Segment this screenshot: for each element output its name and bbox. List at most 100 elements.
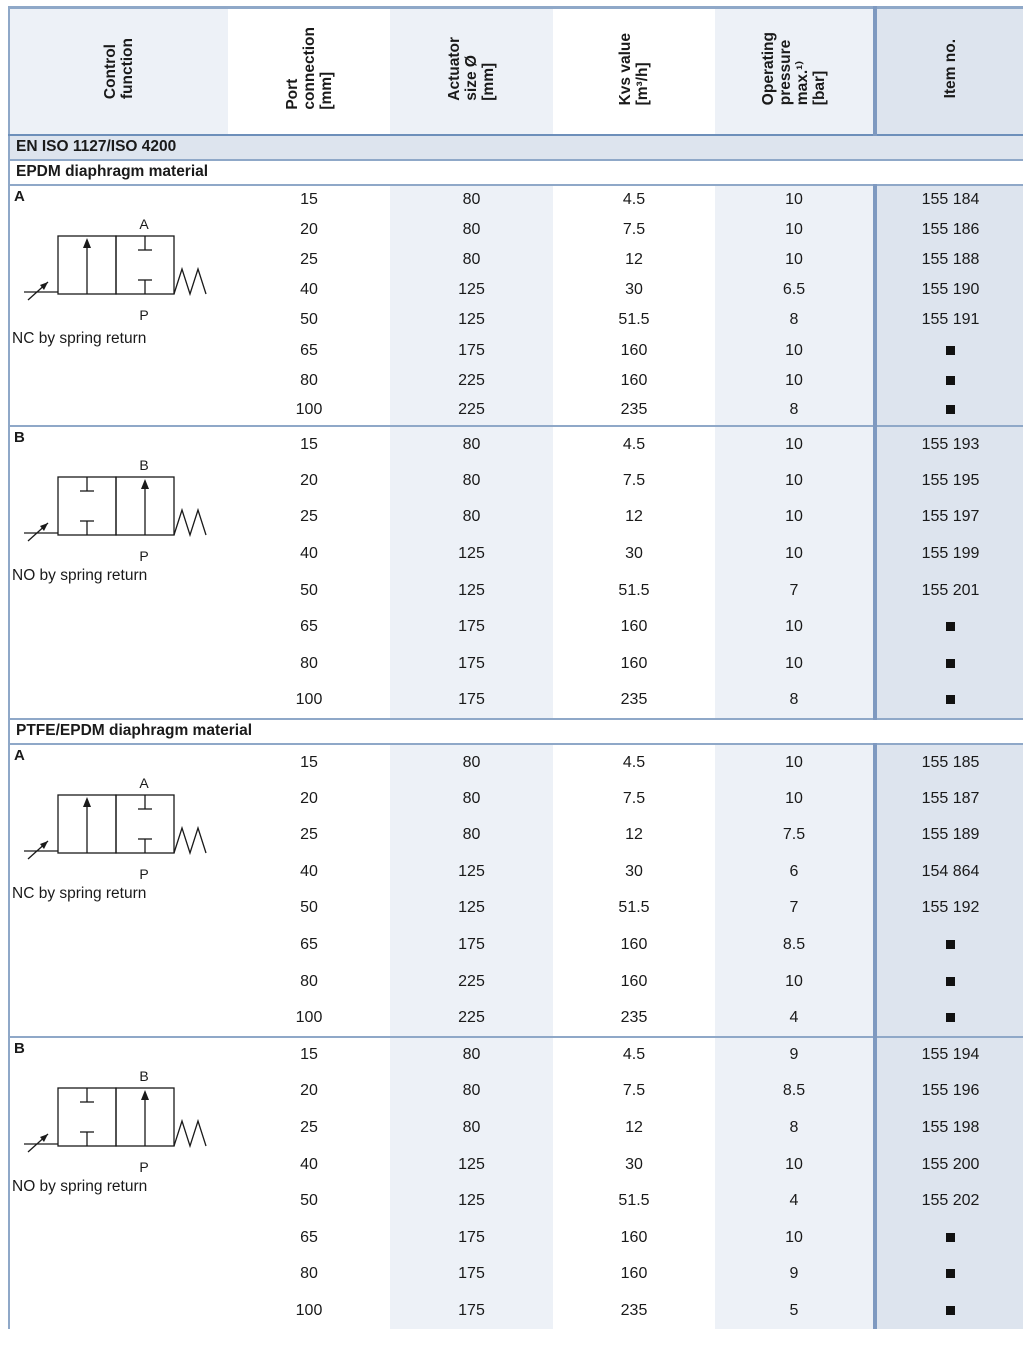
not-available-marker <box>946 622 955 632</box>
kvs-value-cell: 235 <box>620 1008 648 1026</box>
not-available-marker <box>946 658 955 668</box>
port-connection-cell: 100 <box>295 1301 323 1319</box>
valve-symbol-icon: BP <box>24 457 207 564</box>
actuator-size-cell: 125 <box>390 853 553 891</box>
item-no-cell <box>873 395 1023 426</box>
operating-pressure-cell: 9 <box>715 1035 875 1074</box>
port-connection-cell: 65 <box>300 936 318 954</box>
table-row: 65 175 160 8.5 <box>9 926 1023 964</box>
material-label: PTFE/EPDM diaphragm material <box>8 717 1023 744</box>
kvs-value-cell: 160 <box>620 936 648 954</box>
material-label: EPDM diaphragm material <box>8 158 1023 185</box>
function-caption: NC by spring return <box>12 884 147 902</box>
operating-pressure-cell: 8 <box>715 1109 875 1147</box>
kvs-value-cell: 235 <box>620 690 648 708</box>
item-no-text: 155 199 <box>921 545 980 563</box>
item-no-cell <box>873 999 1023 1037</box>
kvs-value-cell: 30 <box>625 1155 643 1173</box>
operating-pressure-cell: 10 <box>715 780 875 817</box>
item-no-text: 155 185 <box>921 753 980 771</box>
item-no-text: 155 188 <box>921 250 980 268</box>
operating-pressure-cell: 10 <box>715 963 875 1000</box>
item-no-cell <box>873 682 1023 719</box>
port-connection-cell: 20 <box>300 1082 318 1100</box>
actuator-size-cell: 80 <box>390 1073 553 1110</box>
function-letter: A <box>14 187 25 205</box>
kvs-value-cell: 51.5 <box>618 311 650 329</box>
operating-pressure-cell: 10 <box>715 335 875 366</box>
operating-pressure-cell: 7 <box>715 890 875 927</box>
item-no-text: 155 201 <box>921 581 980 599</box>
port-connection-cell: 100 <box>295 1008 323 1026</box>
port-bottom-label: P <box>139 307 148 323</box>
table-row: 40 125 30 10 155 199 <box>9 535 1023 573</box>
kvs-value-cell: 30 <box>625 862 643 880</box>
port-connection-cell: 40 <box>300 1155 318 1173</box>
port-connection-cell: 50 <box>300 899 318 917</box>
operating-pressure-cell: 10 <box>715 183 875 215</box>
port-connection-cell: 40 <box>300 545 318 563</box>
table-row: 25 80 12 7.5 155 189 <box>9 816 1023 854</box>
item-no-text: 155 195 <box>921 471 980 489</box>
table-row: A A P NC by spring return 15 80 4.5 10 155 184 <box>8 183 1023 426</box>
table-row: 40 125 30 10 155 200 <box>9 1146 1023 1183</box>
kvs-value-cell: 30 <box>625 545 643 563</box>
operating-pressure-cell: 10 <box>715 462 875 500</box>
operating-pressure-cell: 8 <box>715 682 875 719</box>
port-connection-cell: 50 <box>300 1192 318 1210</box>
item-no-cell: 155 200 <box>873 1146 1023 1183</box>
item-no-text: 155 187 <box>921 789 980 807</box>
port-connection-cell: 25 <box>300 1118 318 1136</box>
table-row: 20 80 7.5 10 155 186 <box>9 214 1023 245</box>
port-bottom-label: P <box>139 548 148 564</box>
function-letter: B <box>14 429 25 446</box>
item-no-text: 155 194 <box>921 1046 980 1064</box>
kvs-value-cell: 4.5 <box>553 1035 715 1074</box>
port-connection-cell: 15 <box>228 425 390 463</box>
actuator-size-cell: 125 <box>390 572 553 609</box>
actuator-size-cell: 80 <box>390 499 553 536</box>
port-connection-cell: 100 <box>295 401 323 419</box>
operating-pressure-cell: 10 <box>715 425 875 463</box>
kvs-value-cell: 160 <box>620 1228 648 1246</box>
kvs-value-cell: 12 <box>625 826 643 844</box>
kvs-value-cell: 30 <box>625 281 643 299</box>
not-available-marker <box>946 1269 955 1279</box>
table-row: 50 125 51.5 7 155 201 <box>9 572 1023 609</box>
control-function-cell: A A P NC by spring return <box>8 183 228 426</box>
actuator-size-cell: 175 <box>390 1219 553 1257</box>
table-row: 65 175 160 10 <box>9 335 1023 366</box>
actuator-size-cell: 80 <box>390 1035 553 1074</box>
port-connection-cell: 15 <box>228 183 390 215</box>
kvs-value-cell: 7.5 <box>622 471 646 489</box>
table-row: 25 80 12 10 155 188 <box>9 244 1023 276</box>
kvs-value-cell: 51.5 <box>618 899 650 917</box>
kvs-value-cell: 51.5 <box>618 1192 650 1210</box>
item-no-cell: 155 202 <box>873 1182 1023 1220</box>
item-no-cell <box>873 335 1023 366</box>
actuator-size-cell: 80 <box>390 780 553 817</box>
kvs-value-cell: 160 <box>620 341 648 359</box>
actuator-size-cell: 80 <box>390 462 553 500</box>
actuator-size-cell: 80 <box>390 425 553 463</box>
table-row: 80 175 160 9 <box>9 1256 1023 1293</box>
item-no-cell <box>873 1219 1023 1257</box>
port-connection-cell: 50 <box>300 311 318 329</box>
operating-pressure-cell: 8.5 <box>715 1073 875 1110</box>
actuator-size-cell: 80 <box>390 742 553 781</box>
kvs-value-cell: 7.5 <box>622 789 646 807</box>
actuator-size-cell: 125 <box>390 275 553 306</box>
item-no-cell: 155 194 <box>873 1035 1023 1074</box>
header-item-no: Item no. <box>873 6 1023 136</box>
operating-pressure-cell: 10 <box>715 1146 875 1183</box>
port-connection-cell: 65 <box>300 1228 318 1246</box>
kvs-value-cell: 160 <box>620 1265 648 1283</box>
port-connection-cell: 20 <box>300 789 318 807</box>
not-available-marker <box>946 375 955 385</box>
item-no-cell: 155 196 <box>873 1073 1023 1110</box>
header-kvs-value: Kvs value [m³/h] <box>553 6 715 136</box>
port-connection-cell: 25 <box>300 508 318 526</box>
item-no-text: 155 189 <box>921 826 980 844</box>
kvs-value-cell: 12 <box>625 1118 643 1136</box>
control-function-cell: A A P NC by spring return <box>8 742 228 1037</box>
